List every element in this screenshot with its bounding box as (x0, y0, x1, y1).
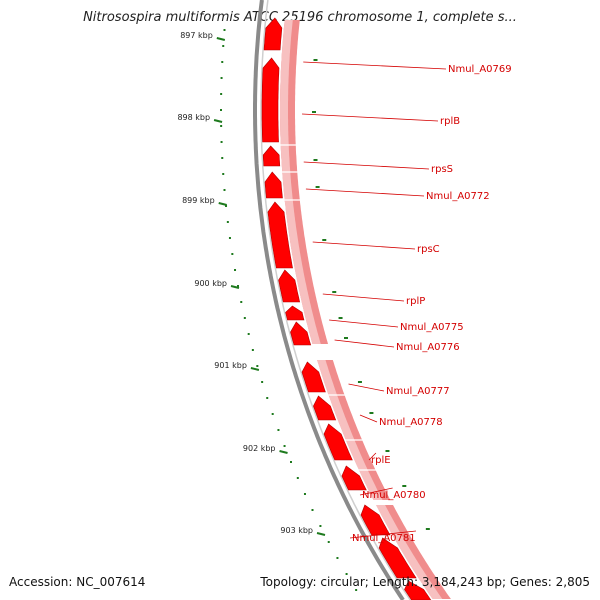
scale-tick-label: 902 kbp (243, 444, 276, 453)
gene-leader-line (305, 188, 425, 197)
gene-leader-line (348, 383, 385, 392)
scale-major-tick (250, 367, 260, 371)
gene-label: rpsS (431, 164, 453, 175)
gene-leader-line (302, 113, 439, 122)
gene-leader-line (359, 487, 393, 496)
gene-leader-line (303, 161, 430, 170)
scale-tick-label: 897 kbp (180, 31, 213, 40)
backbone-layer (253, 0, 411, 600)
gene-label: Nmul_A0778 (379, 417, 443, 428)
gene-leader-line (368, 452, 377, 461)
gene-arrow (267, 201, 293, 269)
gene-label: rplE (371, 455, 391, 466)
gene-label: Nmul_A0772 (426, 191, 490, 202)
gene-arrow (290, 321, 312, 346)
scale-tick-label: 901 kbp (214, 361, 247, 370)
label-layer: Nmul_A0769 rplB rpsS Nmul_A0772 rpsC rplP Nmul… (302, 61, 512, 544)
gene-layer (261, 17, 432, 600)
gene-arrow (341, 465, 367, 491)
gene-leader-line (334, 339, 395, 348)
backbone-inner-line (260, 0, 411, 600)
backbone-ring (253, 0, 405, 600)
gene-arrow (262, 145, 281, 167)
scale-major-tick (316, 532, 326, 536)
gene-label: Nmul_A0780 (362, 490, 426, 501)
scale-tick-label: 898 kbp (177, 113, 210, 122)
gene-arrow (313, 395, 337, 421)
gene-label: Nmul_A0777 (386, 386, 450, 397)
scale-tick-label: 903 kbp (280, 526, 313, 535)
map-title: Nitrosospira multiformis ATCC 25196 chro… (83, 10, 517, 25)
scale-major-tick (213, 119, 223, 123)
gene-label: rplB (440, 116, 460, 127)
track2-layer (278, 20, 451, 599)
scale-tick-label: 899 kbp (182, 196, 215, 205)
gene-leader-line (322, 293, 405, 302)
track2-highlight (280, 20, 321, 344)
track2-segment (280, 20, 328, 344)
gene-label: rplP (406, 296, 425, 307)
gene-arrow (404, 580, 432, 600)
scale-tick-label: 900 kbp (194, 279, 227, 288)
scale-major-tick (218, 202, 227, 206)
gene-label: Nmul_A0775 (400, 322, 464, 333)
gene-label: rpsC (417, 244, 440, 255)
gene-leader-line (349, 530, 417, 539)
gene-label: Nmul_A0769 (448, 64, 512, 75)
gene-label: Nmul_A0776 (396, 342, 460, 353)
scale-major-tick (279, 450, 288, 454)
topology-text: Topology: circular; Length: 3,184,243 bp… (260, 575, 590, 589)
track2-highlight (376, 505, 443, 599)
gene-arrow (285, 305, 305, 321)
gene-arrow (378, 537, 417, 579)
accession-text: Accession: NC_007614 (9, 575, 146, 589)
gene-arrow (264, 171, 283, 199)
gene-arrow (323, 423, 353, 461)
gene-leader-line (359, 414, 378, 423)
gene-arrow (278, 269, 301, 303)
gene-leader-line (303, 61, 447, 70)
gene-arrow (263, 17, 283, 51)
gene-arrow (301, 361, 326, 393)
gene-label: Nmul_A0781 (352, 533, 416, 544)
scale-major-tick (216, 37, 226, 41)
scale-major-tick (230, 285, 240, 289)
gene-arrow (261, 57, 280, 143)
scale-layer: 897 kbp 898 kbp 899 kbp 900 kbp 901 kbp 902 k… (177, 29, 430, 591)
gene-leader-line (312, 241, 416, 250)
gene-leader-line (329, 319, 399, 328)
